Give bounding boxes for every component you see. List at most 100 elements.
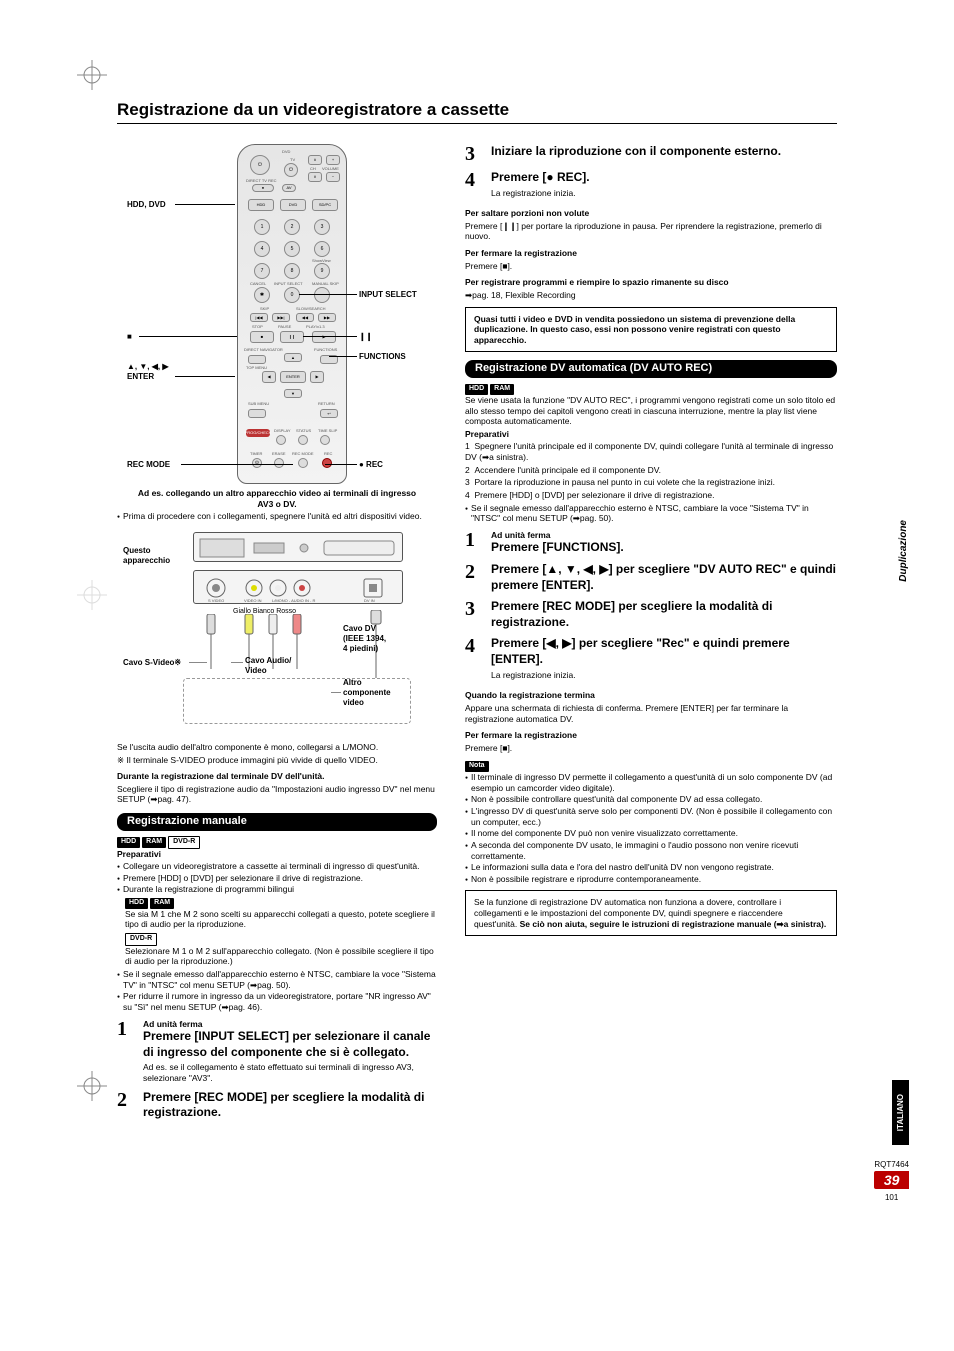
section-manual: Registrazione manuale — [117, 813, 437, 831]
callout-bold: Se ciò non aiuta, seguire le istruzioni … — [520, 919, 827, 929]
regmark-icon — [77, 580, 107, 610]
tags-row: HDDRAM — [465, 382, 837, 395]
regmark-icon — [77, 60, 107, 90]
tag-dvdr: DVD-R — [125, 933, 157, 946]
step-2: 2 Premere [REC MODE] per scegliere la mo… — [117, 1090, 437, 1121]
dv-ntsc: Se il segnale emesso dall'apparecchio es… — [465, 503, 837, 524]
step-heading: Premere [● REC]. — [491, 170, 837, 186]
label-rec-mode: REC MODE — [127, 460, 170, 470]
nota-item: A seconda del componente DV usato, le im… — [465, 840, 837, 861]
doc-code: RQT7464 — [874, 1160, 909, 1169]
nota-item: Non è possibile controllare quest'unità … — [465, 794, 837, 805]
step-1: 1 Ad unità ferma Premere [INPUT SELECT] … — [117, 1019, 437, 1084]
step-pre: Ad unità ferma — [491, 530, 837, 541]
step-3: 3 Iniziare la riproduzione con il compon… — [465, 144, 837, 164]
tag-hdd: HDD — [125, 898, 148, 909]
side-tab-italiano: ITALIANO — [892, 1080, 909, 1145]
step-heading: Premere [REC MODE] per scegliere la moda… — [143, 1090, 437, 1121]
fill-heading: Per registrare programmi e riempire lo s… — [465, 277, 837, 288]
svg-text:S VIDEO: S VIDEO — [208, 598, 224, 603]
stop2-text: Premere [■]. — [465, 743, 837, 754]
prep-ntsc: Se il segnale emesso dall'apparecchio es… — [117, 969, 437, 990]
prep-nr: Per ridurre il rumore in ingresso da un … — [117, 991, 437, 1012]
step-heading: Premere [REC MODE] per scegliere la moda… — [491, 599, 837, 630]
prep-item: Durante la registrazione di programmi bi… — [117, 884, 437, 895]
callout-copyprotect: Quasi tutti i video e DVD in vendita pos… — [465, 307, 837, 353]
step-heading: Premere [▲, ▼, ◀, ▶] per scegliere "DV A… — [491, 562, 837, 593]
label-input-select: INPUT SELECT — [359, 290, 417, 300]
tag-nota: Nota — [465, 761, 489, 772]
callout-dv-troubleshoot: Se la funzione di registrazione DV autom… — [465, 890, 837, 936]
page-number: 39 — [874, 1171, 909, 1189]
label-arrows-enter: ▲, ▼, ◀, ▶ ENTER — [127, 362, 168, 382]
connection-diagram: Questo apparecchio S VIDEO VIDEO IN L/MO… — [123, 528, 431, 738]
tag-hdd: HDD — [465, 384, 488, 395]
prep-item: Collegare un videoregistratore a cassett… — [117, 861, 437, 872]
prep-sub2: Selezionare M 1 o M 2 sull'apparecchio c… — [125, 946, 437, 967]
label-pause: ❙❙ — [359, 332, 372, 342]
page-number-small: 101 — [874, 1193, 909, 1202]
end-text: Appare una schermata di richiesta di con… — [465, 703, 837, 724]
tag-ram: RAM — [490, 384, 514, 395]
step-sub: Ad es. se il collegamento è stato effett… — [143, 1062, 437, 1083]
dv-term-text: Scegliere il tipo di registrazione audio… — [117, 784, 437, 805]
stop-text: Premere [■]. — [465, 261, 837, 272]
dv-step-3: 3 Premere [REC MODE] per scegliere la mo… — [465, 599, 837, 630]
page: Registrazione da un videoregistratore a … — [117, 0, 837, 1161]
nota-item: Le informazioni sulla data e l'ora del n… — [465, 862, 837, 873]
page-footer: RQT7464 39 101 — [874, 1160, 909, 1202]
step-4: 4 Premere [● REC]. La registrazione iniz… — [465, 170, 837, 198]
remote-diagram: DVD ⏻ TV ⏻ ∧ CH ∨ + VOLUME − DIRECT TV R… — [127, 144, 427, 484]
nota-item: Il terminale di ingresso DV permette il … — [465, 772, 837, 793]
step-sub: La registrazione inizia. — [491, 188, 837, 199]
svg-text:VIDEO IN: VIDEO IN — [244, 598, 262, 603]
dv-prep-item: 1 Spegnere l'unità principale ed il comp… — [465, 441, 837, 462]
label-stop: ■ — [127, 332, 132, 342]
page-title: Registrazione da un videoregistratore a … — [117, 100, 837, 124]
column-left: DVD ⏻ TV ⏻ ∧ CH ∨ + VOLUME − DIRECT TV R… — [117, 144, 437, 1121]
step-heading: Premere [INPUT SELECT] per selezionare i… — [143, 1029, 437, 1060]
svg-text:DV IN: DV IN — [364, 598, 375, 603]
prep-heading: Preparativi — [117, 849, 437, 860]
column-right: 3 Iniziare la riproduzione con il compon… — [465, 144, 837, 1121]
nota-item: Il nome del componente DV può non venire… — [465, 828, 837, 839]
tag-ram: RAM — [142, 837, 166, 848]
prep-sub1: Se sia M 1 che M 2 sono scelti su appare… — [125, 909, 437, 930]
regmark-icon — [77, 1071, 107, 1101]
columns: DVD ⏻ TV ⏻ ∧ CH ∨ + VOLUME − DIRECT TV R… — [117, 144, 837, 1121]
dv-term-heading: Durante la registrazione dal terminale D… — [117, 771, 437, 782]
dv-step-1: 1 Ad unità ferma Premere [FUNCTIONS]. — [465, 530, 837, 556]
side-tab-duplicazione: Duplicazione — [898, 520, 909, 582]
remote-caption: Ad es. collegando un altro apparecchio v… — [129, 488, 425, 509]
diag-note2: ※ Il terminale S-VIDEO produce immagini … — [117, 755, 437, 766]
prep-item: Premere [HDD] o [DVD] per selezionare il… — [117, 873, 437, 884]
tag-ram: RAM — [150, 898, 174, 909]
tag-hdd: HDD — [117, 837, 140, 848]
skip-heading: Per saltare porzioni non volute — [465, 208, 837, 219]
section-dv-auto: Registrazione DV automatica (DV AUTO REC… — [465, 360, 837, 378]
label-rec: ● REC — [359, 460, 383, 470]
diag-note1: Se l'uscita audio dell'altro componente … — [117, 742, 437, 753]
dv-step-2: 2 Premere [▲, ▼, ◀, ▶] per scegliere "DV… — [465, 562, 837, 593]
nota-item: Non è possibile registrare e riprodurre … — [465, 874, 837, 885]
nota-item: L'ingresso DV di quest'unità serve solo … — [465, 806, 837, 827]
fill-text: ➡pag. 18, Flexible Recording — [465, 290, 837, 301]
stop-heading: Per fermare la registrazione — [465, 248, 837, 259]
tag-dvdr: DVD-R — [168, 836, 200, 849]
label-functions: FUNCTIONS — [359, 352, 406, 362]
skip-text: Premere [❙❙] per portare la riproduzione… — [465, 221, 837, 242]
stop2-heading: Per fermare la registrazione — [465, 730, 837, 741]
dv-prep-item: 3 Portare la riproduzione in pausa nel p… — [465, 477, 837, 488]
tags-row: HDDRAMDVD-R — [117, 835, 437, 849]
remote-note: Prima di procedere con i collegamenti, s… — [117, 511, 437, 522]
remote-body: DVD ⏻ TV ⏻ ∧ CH ∨ + VOLUME − DIRECT TV R… — [237, 144, 347, 484]
dv-prep-item: 2 Accendere l'unità principale ed il com… — [465, 465, 837, 476]
step-heading: Premere [FUNCTIONS]. — [491, 540, 837, 556]
dv-step-4: 4 Premere [◀, ▶] per scegliere "Rec" e q… — [465, 636, 837, 680]
dv-prep-item: 4 Premere [HDD] o [DVD] per selezionare … — [465, 490, 837, 501]
label-hdd-dvd: HDD, DVD — [127, 200, 166, 210]
step-sub: La registrazione inizia. — [491, 670, 837, 681]
svg-text:L/MONO - AUDIO IN - R: L/MONO - AUDIO IN - R — [272, 598, 315, 603]
end-heading: Quando la registrazione termina — [465, 690, 837, 701]
step-heading: Iniziare la riproduzione con il componen… — [491, 144, 837, 160]
